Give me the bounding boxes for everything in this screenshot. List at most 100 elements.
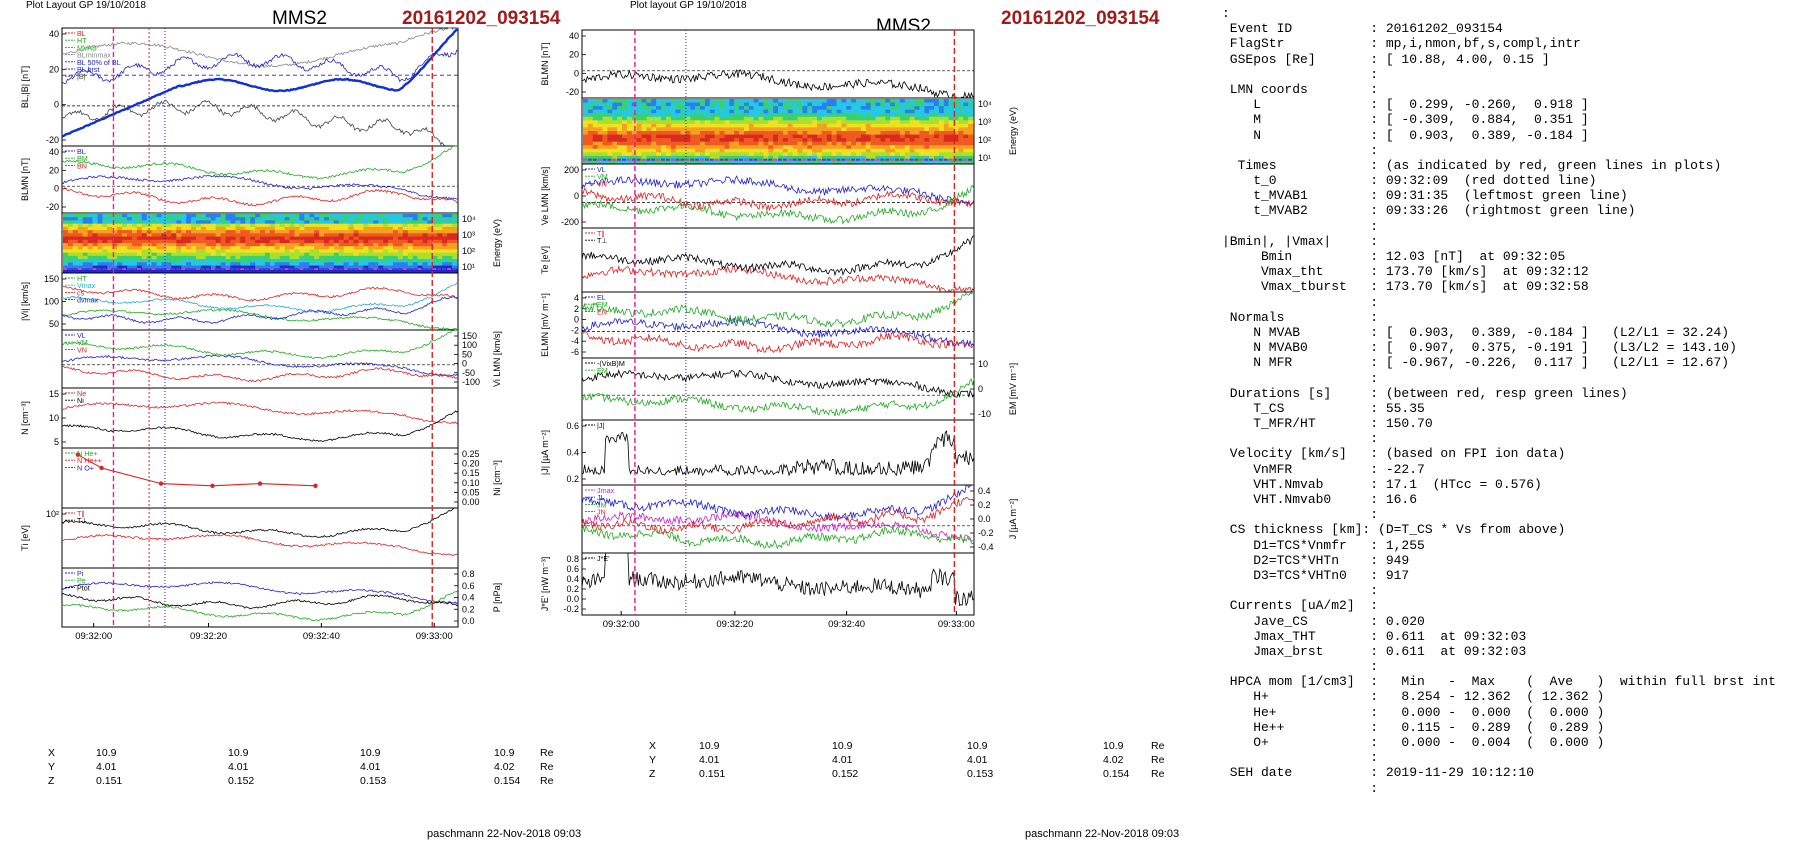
legend-label: Ne — [77, 389, 86, 398]
spectrogram-cell — [817, 159, 823, 164]
spectrogram-cell — [841, 106, 847, 111]
spectrogram-cell — [934, 113, 940, 118]
spectrogram-cell — [176, 217, 182, 221]
spectrogram-cell — [768, 99, 774, 104]
spectrogram-cell — [284, 265, 291, 270]
spectrogram-cell — [250, 226, 256, 231]
spectrogram-cell — [626, 106, 633, 111]
spectrogram-cell — [602, 113, 608, 118]
y-tick-label: 200 — [564, 165, 579, 175]
spectrogram-cell — [943, 127, 950, 132]
spectrogram-cell — [821, 120, 828, 125]
spectrogram-cell — [412, 230, 419, 234]
spectrogram-cell — [393, 246, 399, 250]
spectrogram-cell — [909, 138, 916, 143]
spectrogram-cell — [743, 127, 750, 132]
spectrogram-cell — [646, 145, 652, 150]
spectrogram-cell — [417, 265, 424, 270]
spectrogram-cell — [680, 138, 686, 143]
spectrogram-cell — [397, 249, 404, 254]
spectrogram-cell — [452, 226, 458, 231]
spectrogram-cell — [97, 220, 103, 225]
spectrogram-cell — [77, 246, 84, 250]
spectrogram-cell — [914, 141, 920, 146]
spectrogram-cell — [181, 259, 187, 263]
spectrogram-cell — [215, 223, 222, 228]
coord-value: 10.9 — [96, 747, 117, 759]
spectrogram-cell — [363, 217, 369, 221]
spectrogram-cell — [328, 226, 335, 231]
panel-Te: Te [eV]T∥T⊥ — [540, 227, 975, 294]
spectrogram-cell — [846, 148, 852, 153]
spectrogram-cell — [880, 134, 886, 139]
y-tick-label: 0.8 — [566, 554, 579, 564]
spectrogram-cell — [841, 102, 847, 107]
series-line — [581, 317, 975, 348]
spectrogram-cell — [802, 106, 808, 111]
coord-value: 4.02 — [494, 761, 515, 773]
spectrogram-cell — [768, 113, 774, 118]
left-footer: paschmann 22-Nov-2018 09:03 — [427, 828, 582, 840]
legend-label: T∥ — [597, 229, 605, 238]
spectrogram-cell — [304, 220, 310, 225]
coord-unit: Re — [540, 775, 554, 787]
spectrogram-cell — [602, 99, 608, 104]
panel-JE: J*E' [nW m⁻³] 0.80.60.40.20.0-0.2J*E' — [540, 552, 975, 616]
spectrogram-cell — [719, 106, 725, 111]
spectrogram-cell — [284, 214, 291, 218]
spectrogram-cell — [743, 109, 750, 114]
spectrogram-cell — [626, 134, 633, 139]
spectrogram-cell — [141, 214, 148, 218]
spectrogram-cell — [284, 252, 291, 257]
spectrogram-cell — [968, 109, 974, 114]
spectrogram-cell — [958, 134, 964, 139]
spectrogram-cell — [260, 223, 266, 228]
spectrogram-cell — [709, 148, 716, 153]
spectrogram-cell — [865, 145, 872, 150]
spectrogram-cell — [695, 148, 701, 153]
spectrogram-cell — [358, 243, 364, 247]
spectrogram-cell — [802, 148, 808, 153]
spectrogram-cell — [700, 158, 704, 161]
spectrogram-cell — [782, 152, 789, 157]
spectrogram-cell — [92, 230, 98, 234]
spectrogram-cell — [665, 152, 672, 157]
spectrogram-cell — [919, 109, 925, 114]
spectrogram-cell — [885, 120, 891, 125]
spectrogram-cell — [617, 141, 623, 146]
spectrogram-cell — [72, 268, 77, 270]
spectrogram-cell — [299, 268, 305, 273]
spectrogram-cell — [729, 120, 735, 125]
spectrogram-cell — [904, 102, 911, 107]
spectrogram-cell — [807, 127, 813, 132]
spectrogram-cell — [724, 113, 730, 118]
spectrogram-cell — [753, 131, 760, 136]
spectrogram-cell — [700, 113, 706, 118]
spectrogram-cell — [260, 246, 266, 250]
spectrogram-cell — [768, 141, 774, 146]
spectrogram-cell — [417, 246, 424, 250]
spectrogram-cell — [904, 145, 911, 150]
spectrogram-cell — [773, 106, 779, 111]
spectrogram-cell — [943, 145, 950, 150]
spectrogram-cell — [210, 249, 217, 254]
spectrogram-cell — [851, 158, 855, 161]
spectrogram-cell — [319, 259, 325, 263]
spectrogram-cell — [802, 102, 808, 107]
spectrogram-cell — [205, 223, 212, 228]
spectrogram-cell — [412, 246, 419, 250]
spectrogram-cell — [200, 236, 207, 241]
spectrogram-cell — [968, 159, 974, 164]
spectrogram-cell — [758, 138, 764, 143]
spectrogram-cell — [792, 155, 799, 161]
spectrogram-cell — [348, 230, 355, 234]
spectrogram-cell — [304, 239, 310, 244]
spectrogram-cell — [417, 255, 424, 260]
spectrogram-cell — [763, 113, 769, 118]
spectrogram-cell — [875, 123, 881, 129]
spectrogram-cell — [797, 99, 803, 104]
spectrogram-cell — [82, 262, 89, 267]
spectrogram-cell — [617, 158, 621, 161]
spectrogram-cell — [348, 214, 355, 218]
spectrogram-cell — [358, 226, 364, 231]
